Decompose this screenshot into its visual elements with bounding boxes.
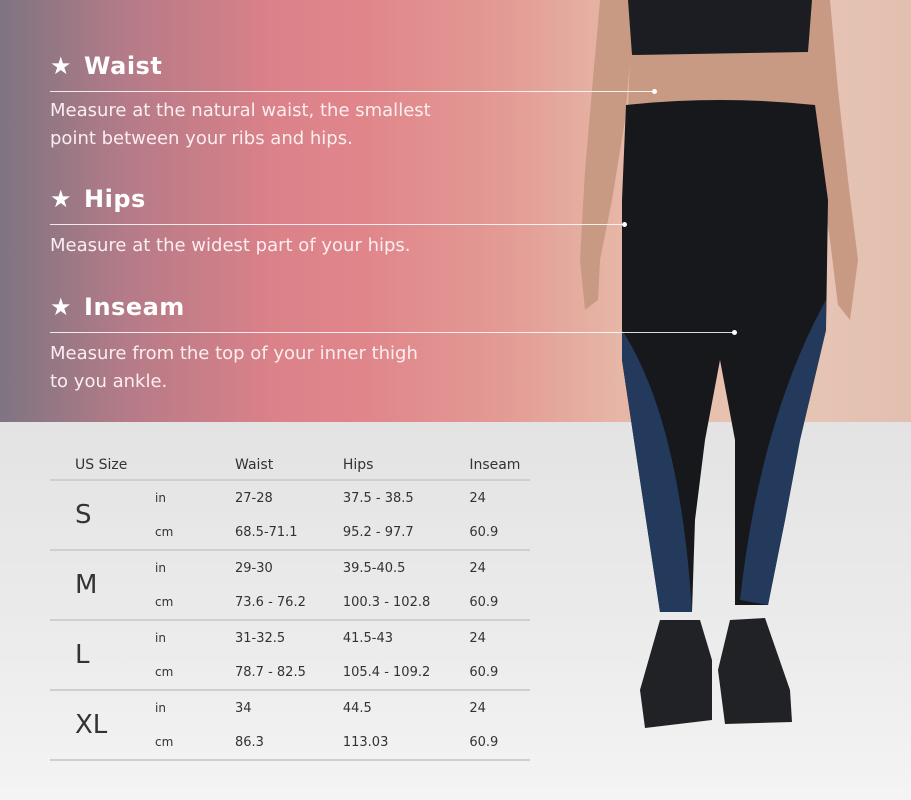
hips-value: 44.5 bbox=[342, 700, 372, 716]
inseam-value: 60.9 bbox=[444, 515, 530, 551]
table-row: cm 68.5-71.1 95.2 - 97.7 60.9 bbox=[50, 515, 530, 551]
hips-section: ★ Hips bbox=[50, 185, 146, 213]
waist-value: 68.5-71.1 bbox=[210, 515, 318, 551]
inseam-value: 24 bbox=[469, 490, 486, 506]
unit-label: cm bbox=[150, 655, 210, 691]
hips-value: 37.5 - 38.5 bbox=[342, 490, 414, 506]
sports-bra bbox=[628, 0, 812, 55]
table-header: US Size Waist Hips Inseam bbox=[50, 450, 530, 481]
header-waist: Waist bbox=[210, 450, 318, 481]
unit-label: in bbox=[155, 701, 166, 715]
size-label: M bbox=[50, 550, 150, 621]
waist-value: 86.3 bbox=[210, 725, 318, 761]
waist-description-2: point between your ribs and hips. bbox=[50, 128, 353, 149]
unit-label: in bbox=[155, 631, 166, 645]
hips-value: 95.2 - 97.7 bbox=[317, 515, 445, 551]
waist-value: 78.7 - 82.5 bbox=[210, 655, 318, 691]
unit-label: in bbox=[155, 561, 166, 575]
left-shoe bbox=[640, 620, 712, 728]
header-us-size: US Size bbox=[50, 450, 210, 481]
hips-value: 39.5-40.5 bbox=[342, 560, 406, 576]
star-icon: ★ bbox=[50, 185, 73, 213]
waist-marker bbox=[652, 89, 657, 94]
table-row: cm 73.6 - 76.2 100.3 - 102.8 60.9 bbox=[50, 585, 530, 621]
waist-value: 27-28 bbox=[235, 490, 273, 506]
hips-description: Measure at the widest part of your hips. bbox=[50, 235, 411, 256]
legging-panel-right bbox=[740, 300, 826, 605]
header-hips: Hips bbox=[317, 450, 445, 481]
star-icon: ★ bbox=[50, 293, 73, 321]
legging-panel-left bbox=[622, 330, 692, 612]
table-row: cm 78.7 - 82.5 105.4 - 109.2 60.9 bbox=[50, 655, 530, 691]
star-icon: ★ bbox=[50, 52, 73, 80]
unit-label: cm bbox=[150, 725, 210, 761]
waist-value: 29-30 bbox=[235, 560, 273, 576]
unit-label: cm bbox=[150, 585, 210, 621]
waist-description-1: Measure at the natural waist, the smalle… bbox=[50, 100, 431, 121]
waist-section: ★ Waist bbox=[50, 52, 162, 80]
inseam-value: 60.9 bbox=[444, 725, 530, 761]
inseam-value: 24 bbox=[469, 700, 486, 716]
inseam-line bbox=[50, 332, 735, 333]
table-row: cm 86.3 113.03 60.9 bbox=[50, 725, 530, 761]
inseam-description-1: Measure from the top of your inner thigh bbox=[50, 343, 418, 364]
hips-value: 113.03 bbox=[317, 725, 445, 761]
table-row: XL in 34 44.5 24 bbox=[50, 690, 530, 761]
inseam-value: 60.9 bbox=[444, 585, 530, 621]
waist-value: 73.6 - 76.2 bbox=[210, 585, 318, 621]
waist-value: 34 bbox=[235, 700, 252, 716]
hips-value: 105.4 - 109.2 bbox=[317, 655, 445, 691]
waist-title: Waist bbox=[84, 52, 163, 80]
waist-value: 31-32.5 bbox=[235, 630, 286, 646]
header-inseam: Inseam bbox=[444, 450, 530, 481]
size-label: XL bbox=[50, 690, 150, 761]
inseam-value: 24 bbox=[469, 630, 486, 646]
model-photo bbox=[580, 0, 858, 728]
inseam-section: ★ Inseam bbox=[50, 293, 185, 321]
hips-value: 41.5-43 bbox=[342, 630, 394, 646]
size-label: L bbox=[50, 620, 150, 691]
inseam-title: Inseam bbox=[84, 293, 185, 321]
hips-marker bbox=[622, 222, 627, 227]
inseam-value: 24 bbox=[469, 560, 486, 576]
inseam-marker bbox=[732, 330, 737, 335]
unit-label: in bbox=[155, 491, 166, 505]
size-label: S bbox=[50, 480, 150, 551]
waist-line bbox=[50, 91, 655, 92]
right-shoe bbox=[718, 618, 792, 724]
inseam-value: 60.9 bbox=[444, 655, 530, 691]
unit-label: cm bbox=[150, 515, 210, 551]
inseam-description-2: to you ankle. bbox=[50, 371, 168, 392]
hips-title: Hips bbox=[84, 185, 146, 213]
hips-line bbox=[50, 224, 625, 225]
hips-value: 100.3 - 102.8 bbox=[317, 585, 445, 621]
model-skin bbox=[580, 0, 858, 320]
